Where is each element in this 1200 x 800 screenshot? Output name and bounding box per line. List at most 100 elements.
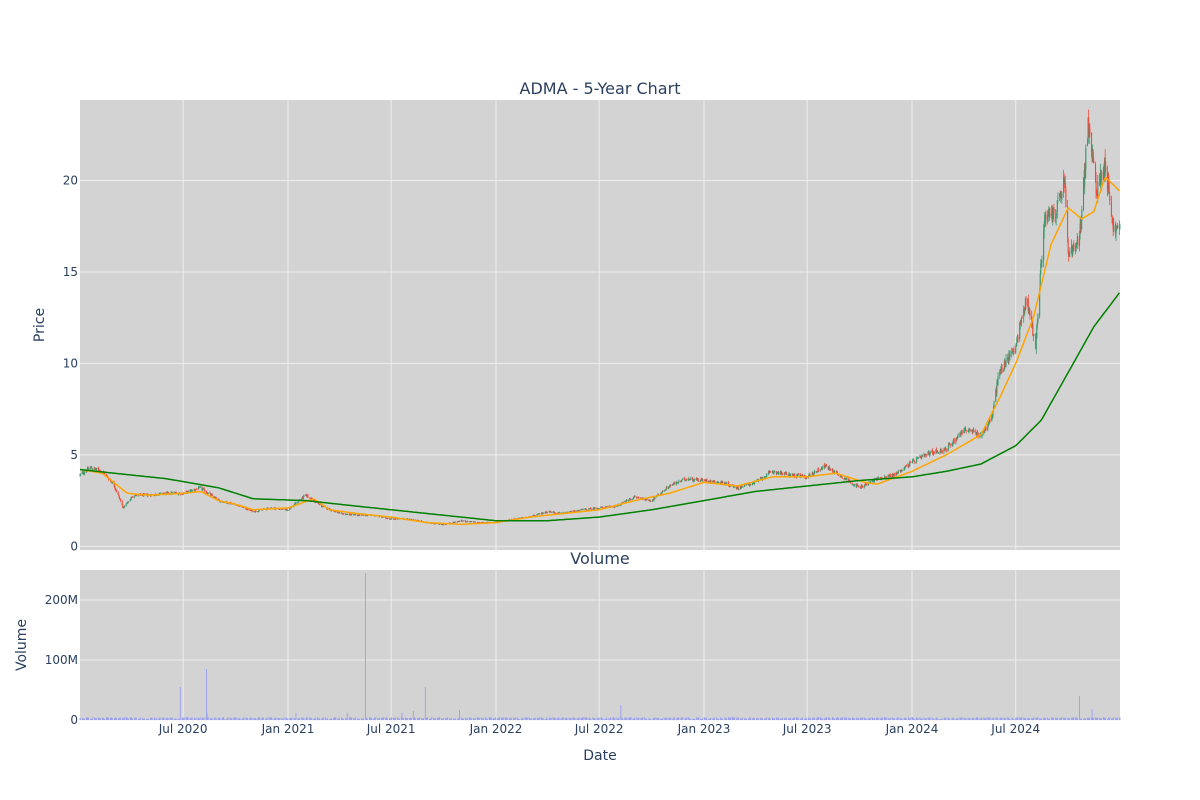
volume-bar	[1116, 718, 1118, 720]
volume-bar	[907, 719, 909, 720]
candle-body	[253, 511, 255, 512]
volume-bar	[944, 717, 945, 720]
candle-body	[469, 521, 471, 523]
candle-body	[1084, 163, 1086, 186]
candle-body	[967, 431, 969, 433]
candle-body	[672, 484, 674, 486]
volume-bar	[868, 719, 870, 720]
candle-body	[625, 500, 628, 503]
volume-y-tick-label: 0	[70, 713, 78, 727]
volume-bar	[733, 717, 735, 720]
volume-bar	[178, 719, 180, 720]
volume-bar	[698, 717, 700, 720]
candle-body	[824, 464, 826, 468]
candle-body	[605, 506, 607, 508]
volume-bar	[558, 717, 560, 720]
volume-bar	[1109, 717, 1111, 720]
volume-bar	[146, 718, 148, 720]
candle-body	[864, 484, 866, 487]
volume-bar	[514, 717, 516, 720]
volume-bar	[1004, 717, 1006, 720]
candle-body	[1090, 132, 1093, 152]
volume-bar	[1088, 718, 1090, 720]
volume-bar	[310, 717, 312, 720]
candle-body	[1118, 227, 1120, 229]
candle-body	[673, 482, 675, 484]
volume-bar	[147, 719, 149, 720]
volume-bar	[916, 717, 918, 720]
volume-bar	[957, 717, 959, 720]
candle-body	[768, 471, 771, 473]
volume-bar	[830, 719, 831, 720]
candle-body	[780, 471, 782, 474]
candle-body	[358, 514, 360, 516]
volume-bar	[740, 718, 741, 720]
volume-bar	[277, 718, 279, 720]
candle-body	[959, 433, 961, 435]
candle-body	[286, 509, 288, 511]
volume-bar	[1024, 718, 1026, 720]
candle-body	[821, 467, 823, 469]
candle-body	[790, 474, 792, 476]
volume-bar	[207, 717, 209, 720]
volume-bar	[203, 717, 205, 720]
volume-bar	[417, 717, 419, 720]
volume-bar	[373, 718, 375, 720]
volume-bar	[508, 718, 510, 720]
volume-bar	[267, 719, 268, 720]
candle-body	[383, 516, 385, 518]
candle-body	[462, 520, 465, 522]
candle-body	[576, 510, 579, 512]
volume-bar	[1053, 719, 1055, 720]
candle-body	[203, 488, 205, 492]
candle-body	[812, 473, 814, 475]
volume-bar	[842, 717, 843, 720]
volume-bar	[206, 669, 207, 720]
candle-body	[783, 473, 785, 475]
volume-bar	[582, 717, 584, 720]
volume-bar	[82, 718, 84, 720]
volume-bar	[462, 717, 464, 720]
volume-bar	[98, 717, 100, 720]
candle-body	[367, 515, 369, 516]
candle-body	[461, 520, 463, 522]
volume-bar	[642, 717, 643, 720]
volume-bar	[1019, 717, 1021, 720]
candle-body	[903, 468, 905, 471]
volume-bar	[541, 717, 543, 720]
volume-bar	[525, 717, 527, 720]
candle-body	[923, 454, 926, 456]
volume-bar	[805, 717, 807, 720]
volume-bar	[1083, 718, 1084, 720]
volume-bar	[225, 718, 227, 720]
candle-body	[844, 478, 846, 480]
volume-bar	[1029, 718, 1031, 720]
volume-bar	[626, 719, 627, 720]
candle-body	[857, 485, 859, 487]
candle-body	[1007, 362, 1009, 363]
volume-bar	[1083, 718, 1085, 720]
volume-bar	[961, 717, 963, 720]
candle-body	[865, 483, 867, 486]
candle-body	[330, 510, 332, 512]
volume-bar	[255, 718, 256, 720]
volume-bar	[856, 717, 858, 720]
volume-bar	[303, 718, 305, 720]
volume-bar	[793, 717, 794, 720]
volume-bar	[968, 717, 970, 720]
volume-bar	[449, 718, 451, 720]
candle-body	[592, 507, 594, 509]
volume-bar	[953, 718, 955, 720]
volume-bar	[473, 718, 475, 720]
volume-bar	[439, 717, 441, 720]
volume-bar	[692, 719, 694, 720]
candle-body	[468, 521, 470, 523]
candle-body	[1004, 365, 1007, 367]
volume-bar	[117, 718, 119, 720]
candle-body	[1099, 179, 1101, 185]
volume-bar	[795, 717, 797, 720]
candle-body	[1028, 308, 1030, 315]
volume-bar	[138, 719, 140, 720]
volume-bar	[913, 718, 915, 720]
candle-body	[305, 494, 307, 496]
